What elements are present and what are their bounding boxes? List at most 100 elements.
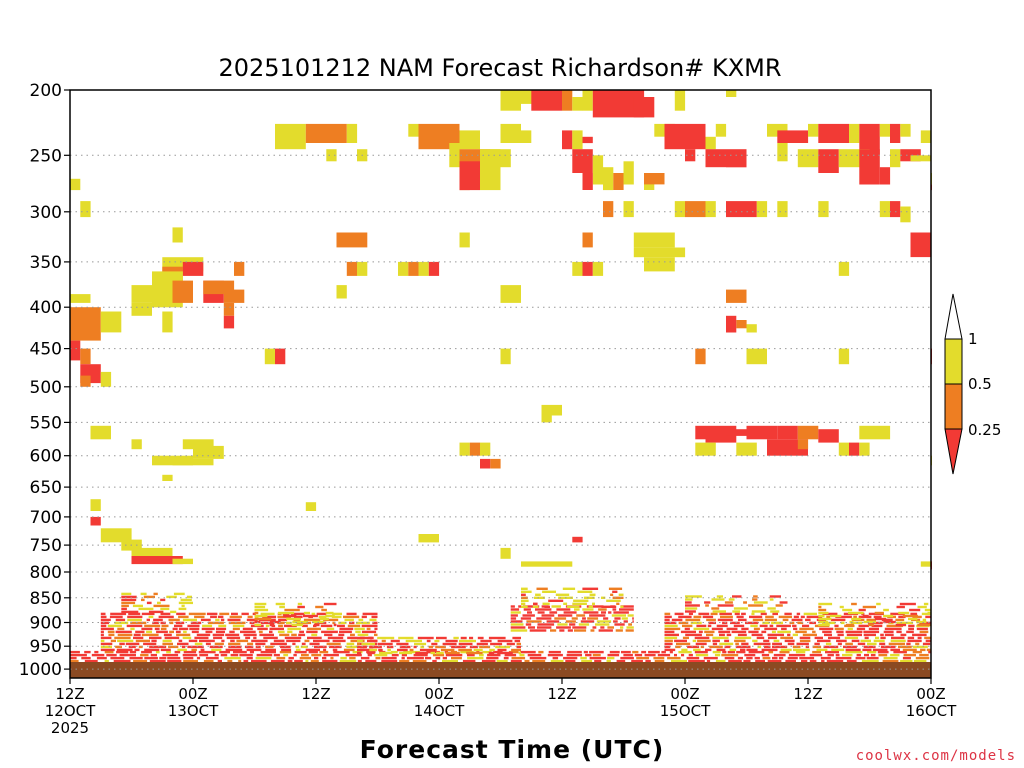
band-segment bbox=[510, 611, 521, 614]
band-segment bbox=[324, 633, 333, 637]
band-segment bbox=[156, 630, 168, 634]
band-segment bbox=[121, 607, 127, 611]
band-segment bbox=[845, 648, 861, 652]
x-tick-label: 14OCT bbox=[414, 702, 465, 720]
band-segment bbox=[381, 656, 397, 660]
band-segment bbox=[255, 642, 266, 646]
band-segment bbox=[755, 659, 765, 663]
band-segment bbox=[301, 653, 309, 657]
band-segment bbox=[476, 642, 488, 646]
band-segment bbox=[767, 659, 782, 663]
band-segment bbox=[284, 608, 300, 612]
band-segment bbox=[787, 633, 791, 637]
heatmap-cell-yellow bbox=[172, 458, 214, 466]
band-segment bbox=[910, 612, 918, 616]
band-segment bbox=[228, 642, 241, 646]
band-segment bbox=[674, 612, 684, 616]
band-segment bbox=[628, 623, 632, 626]
band-segment bbox=[320, 624, 333, 628]
band-segment bbox=[199, 639, 215, 643]
band-segment bbox=[541, 614, 555, 617]
band-segment bbox=[149, 659, 166, 663]
band-segment bbox=[168, 645, 179, 649]
band-segment bbox=[357, 639, 363, 643]
band-segment bbox=[121, 610, 139, 614]
heatmap-cell-orange bbox=[562, 90, 573, 111]
band-segment bbox=[307, 636, 322, 640]
heatmap-cell-yellow bbox=[449, 143, 460, 168]
band-segment bbox=[693, 615, 702, 619]
band-segment bbox=[413, 653, 428, 657]
band-segment bbox=[138, 607, 154, 611]
band-segment bbox=[319, 650, 329, 654]
band-segment bbox=[100, 618, 111, 622]
band-segment bbox=[688, 612, 693, 616]
band-segment bbox=[345, 653, 362, 657]
heatmap-cell-yellow bbox=[838, 442, 850, 456]
band-segment bbox=[110, 639, 116, 643]
band-segment bbox=[321, 630, 338, 634]
band-segment bbox=[340, 656, 347, 660]
y-tick-label-200: 200 bbox=[30, 81, 62, 101]
band-segment bbox=[303, 611, 310, 615]
band-segment bbox=[685, 633, 702, 637]
band-segment bbox=[121, 598, 137, 602]
band-segment bbox=[181, 604, 185, 608]
band-segment bbox=[696, 624, 707, 628]
y-tick-label-650: 650 bbox=[30, 478, 62, 498]
heatmap-cell-red bbox=[859, 149, 880, 185]
band-segment bbox=[488, 636, 506, 640]
band-segment bbox=[357, 636, 373, 640]
band-segment bbox=[504, 653, 517, 657]
band-segment bbox=[572, 602, 587, 605]
heatmap-cell-orange bbox=[80, 348, 91, 365]
band-segment bbox=[527, 611, 532, 614]
x-tick-label: 15OCT bbox=[660, 702, 711, 720]
band-segment bbox=[890, 648, 900, 652]
band-segment bbox=[761, 653, 770, 657]
band-segment bbox=[573, 599, 589, 602]
band-segment bbox=[205, 642, 211, 646]
band-segment bbox=[587, 617, 599, 620]
band-segment bbox=[706, 633, 714, 637]
band-segment bbox=[503, 656, 509, 660]
band-segment bbox=[607, 656, 615, 660]
band-segment bbox=[126, 624, 143, 628]
band-segment bbox=[511, 656, 526, 660]
band-segment bbox=[728, 659, 742, 663]
band-segment bbox=[712, 650, 721, 654]
band-segment bbox=[333, 650, 350, 654]
band-segment bbox=[551, 605, 561, 608]
band-segment bbox=[844, 636, 859, 640]
band-segment bbox=[824, 633, 832, 637]
band-segment bbox=[322, 659, 338, 663]
heatmap-cell-yellow bbox=[736, 442, 757, 456]
band-segment bbox=[96, 656, 107, 660]
band-segment bbox=[537, 623, 555, 626]
band-segment bbox=[239, 653, 253, 657]
band-segment bbox=[523, 608, 531, 611]
surface-ground-bar bbox=[70, 662, 931, 678]
band-segment bbox=[863, 645, 876, 649]
band-segment bbox=[667, 656, 681, 660]
heatmap-cell-yellow bbox=[582, 90, 593, 111]
band-segment bbox=[399, 659, 410, 663]
band-segment bbox=[664, 612, 671, 616]
band-segment bbox=[769, 595, 781, 598]
heatmap-cell-red bbox=[582, 173, 593, 190]
band-segment bbox=[440, 648, 455, 652]
band-segment bbox=[482, 650, 492, 654]
band-segment bbox=[645, 659, 651, 663]
band-segment bbox=[688, 653, 693, 657]
band-segment bbox=[374, 653, 388, 657]
band-segment bbox=[792, 624, 797, 628]
band-segment bbox=[825, 650, 839, 654]
heatmap-cell-orange bbox=[408, 261, 419, 276]
band-segment bbox=[534, 596, 545, 599]
band-segment bbox=[467, 653, 475, 657]
band-segment bbox=[332, 612, 342, 616]
band-segment bbox=[183, 656, 194, 660]
band-segment bbox=[812, 650, 821, 654]
band-segment bbox=[737, 633, 747, 637]
